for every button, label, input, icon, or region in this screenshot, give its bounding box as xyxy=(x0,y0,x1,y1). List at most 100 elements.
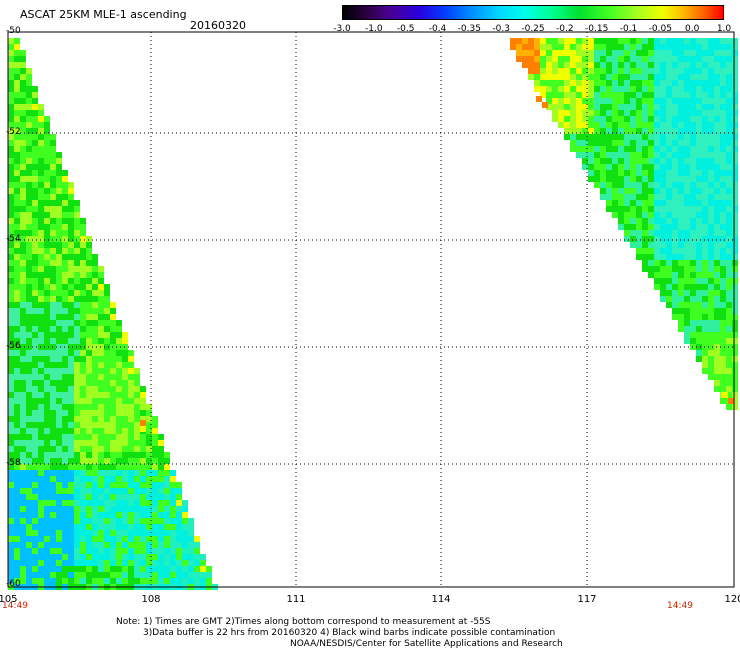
swath-cell xyxy=(582,98,588,104)
swath-cell xyxy=(62,308,68,314)
swath-cell xyxy=(68,326,74,332)
swath-cell xyxy=(74,350,80,356)
swath-cell xyxy=(80,278,86,284)
swath-cell xyxy=(92,536,98,542)
swath-cell xyxy=(92,470,98,476)
swath-cell xyxy=(50,416,56,422)
swath-cell xyxy=(534,62,540,68)
swath-cell xyxy=(26,578,32,584)
swath-cell xyxy=(32,464,38,470)
swath-cell xyxy=(68,500,74,506)
swath-cell xyxy=(62,554,68,560)
swath-cell xyxy=(104,440,110,446)
swath-cell xyxy=(732,386,738,392)
swath-cell xyxy=(104,284,110,290)
swath-cell xyxy=(8,110,14,116)
swath-cell xyxy=(110,338,116,344)
swath-cell xyxy=(666,242,672,248)
swath-cell xyxy=(20,344,26,350)
swath-cell xyxy=(158,512,164,518)
swath-cell xyxy=(570,50,576,56)
swath-cell xyxy=(732,356,738,362)
swath-cell xyxy=(672,146,678,152)
swath-cell xyxy=(128,440,134,446)
swath-cell xyxy=(684,50,690,56)
swath-cell xyxy=(128,518,134,524)
swath-cell xyxy=(720,128,726,134)
swath-cell xyxy=(708,356,714,362)
swath-cell xyxy=(26,272,32,278)
swath-cell xyxy=(44,116,50,122)
swath-cell xyxy=(92,320,98,326)
swath-cell xyxy=(726,248,732,254)
swath-cell xyxy=(726,116,732,122)
swath-cell xyxy=(588,110,594,116)
swath-cell xyxy=(8,104,14,110)
swath-cell xyxy=(128,464,134,470)
swath-cell xyxy=(690,338,696,344)
swath-cell xyxy=(660,266,666,272)
swath-cell xyxy=(582,56,588,62)
swath-cell xyxy=(732,98,738,104)
swath-cell xyxy=(140,488,146,494)
swath-cell xyxy=(696,290,702,296)
swath-cell xyxy=(576,74,582,80)
swath-cell xyxy=(104,470,110,476)
swath-cell xyxy=(164,500,170,506)
swath-cell xyxy=(648,74,654,80)
swath-cell xyxy=(44,236,50,242)
swath-cell xyxy=(714,134,720,140)
swath-cell xyxy=(110,314,116,320)
swath-cell xyxy=(732,368,738,374)
swath-cell xyxy=(14,356,20,362)
swath-cell xyxy=(62,374,68,380)
swath-cell xyxy=(684,218,690,224)
swath-cell xyxy=(8,422,14,428)
swath-cell xyxy=(702,290,708,296)
swath-cell xyxy=(68,512,74,518)
swath-cell xyxy=(558,44,564,50)
swath-cell xyxy=(576,104,582,110)
swath-cell xyxy=(164,566,170,572)
swath-cell xyxy=(606,74,612,80)
swath-cell xyxy=(714,152,720,158)
swath-cell xyxy=(98,392,104,398)
swath-cell xyxy=(672,104,678,110)
swath-cell xyxy=(14,542,20,548)
swath-cell xyxy=(68,278,74,284)
swath-cell xyxy=(44,536,50,542)
swath-cell xyxy=(176,572,182,578)
swath-cell xyxy=(618,212,624,218)
swath-cell xyxy=(14,50,20,56)
swath-cell xyxy=(20,404,26,410)
swath-cell xyxy=(690,140,696,146)
swath-cell xyxy=(672,44,678,50)
swath-cell xyxy=(44,476,50,482)
swath-cell xyxy=(140,434,146,440)
swath-cell xyxy=(720,74,726,80)
swath-cell xyxy=(594,176,600,182)
swath-cell xyxy=(86,248,92,254)
swath-cell xyxy=(92,290,98,296)
swath-cell xyxy=(14,200,20,206)
swath-cell xyxy=(552,56,558,62)
swath-cell xyxy=(56,152,62,158)
swath-cell xyxy=(8,290,14,296)
swath-cell xyxy=(720,344,726,350)
swath-cell xyxy=(44,260,50,266)
swath-cell xyxy=(642,146,648,152)
swath-cell xyxy=(642,188,648,194)
swath-cell xyxy=(152,422,158,428)
swath-cell xyxy=(26,242,32,248)
swath-cell xyxy=(666,212,672,218)
swath-cell xyxy=(708,254,714,260)
swath-cell xyxy=(134,524,140,530)
swath-cell xyxy=(14,476,20,482)
swath-cell xyxy=(104,410,110,416)
swath-cell xyxy=(630,80,636,86)
swath-cell xyxy=(20,512,26,518)
swath-cell xyxy=(696,338,702,344)
swath-cell xyxy=(714,74,720,80)
swath-cell xyxy=(116,422,122,428)
swath-cell xyxy=(116,566,122,572)
